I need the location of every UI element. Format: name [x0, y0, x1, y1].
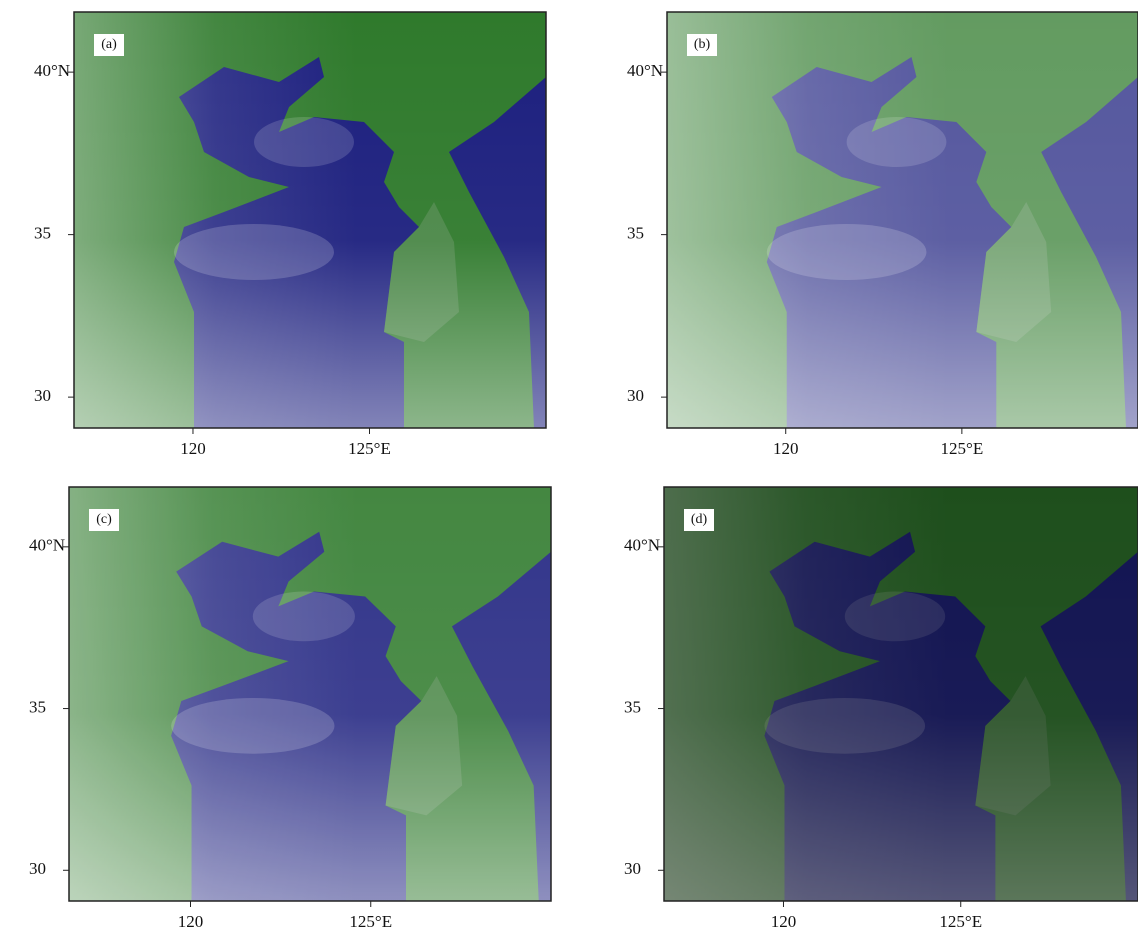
satellite-image [74, 12, 546, 428]
panel-label: (b) [694, 37, 711, 52]
y-tick-label: 40°N [624, 536, 660, 555]
figure: (a)120125°E40°N3530(b)120125°E40°N3530(c… [0, 0, 1138, 933]
x-tick-label: 120 [773, 439, 799, 458]
panel: (c) 120 125°E 40°N 35 30 [29, 487, 551, 931]
y-tick-label: 35 [624, 697, 641, 716]
shade [664, 487, 1138, 901]
panel-label: (c) [96, 512, 112, 527]
y-tick-label: 35 [627, 224, 644, 243]
y-tick-label: 35 [34, 224, 51, 243]
x-tick-label: 125°E [348, 439, 391, 458]
y-tick-label: 40°N [34, 61, 70, 80]
panel-label: (d) [691, 512, 708, 527]
x-tick-label: 125°E [349, 912, 392, 931]
y-tick-label: 35 [29, 697, 46, 716]
y-tick-label: 30 [29, 859, 46, 878]
y-tick-label: 30 [34, 386, 51, 405]
x-tick-label: 120 [180, 439, 206, 458]
cloud-cover [667, 12, 1138, 428]
cloud-cover [69, 487, 551, 901]
x-tick-label: 125°E [941, 439, 984, 458]
panel: (d) 120 125°E 40°N 35 30 [624, 487, 1138, 931]
x-tick-label: 120 [178, 912, 204, 931]
y-tick-label: 30 [627, 386, 644, 405]
panel-label: (a) [101, 37, 117, 52]
y-tick-label: 40°N [29, 536, 65, 555]
panel: (b) 120 125°E 40°N 35 30 [627, 12, 1138, 458]
y-tick-label: 30 [624, 859, 641, 878]
x-tick-label: 120 [771, 912, 797, 931]
panel: (a) 120 125°E 40°N 35 30 [34, 12, 546, 458]
x-tick-label: 125°E [939, 912, 982, 931]
y-tick-label: 40°N [627, 61, 663, 80]
